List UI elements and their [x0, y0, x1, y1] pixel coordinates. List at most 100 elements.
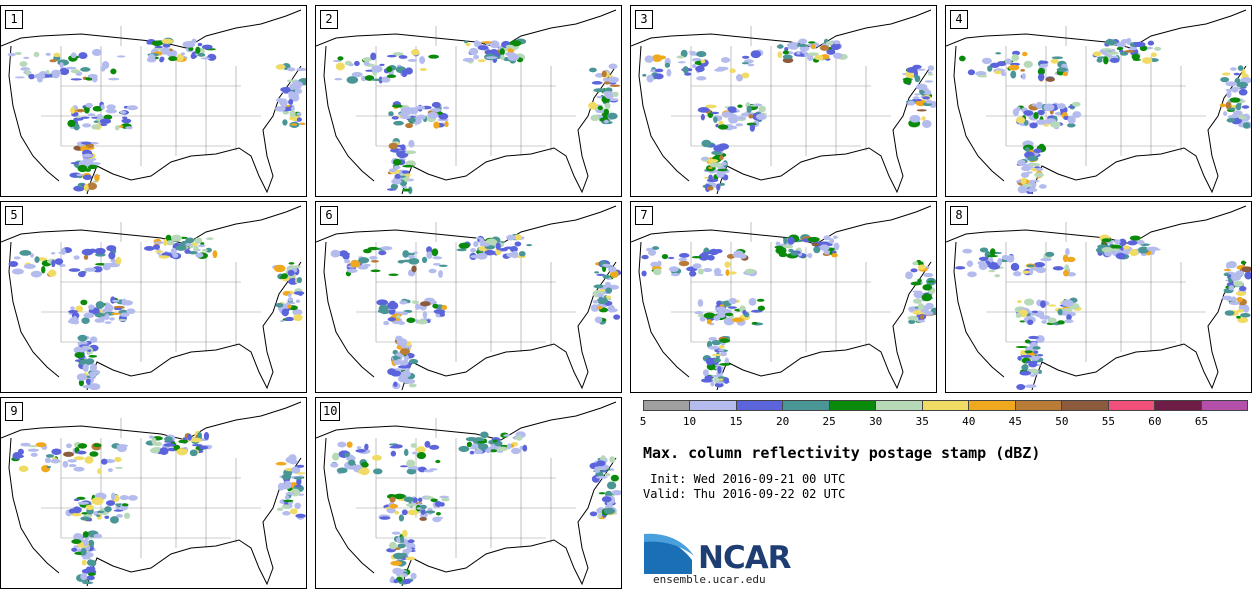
- echo-cell: [691, 256, 702, 259]
- echo-cell: [913, 75, 919, 78]
- echo-cell: [719, 338, 731, 343]
- echo-cell: [1035, 101, 1044, 110]
- echo-cell: [77, 271, 86, 278]
- echo-cell: [1231, 86, 1239, 93]
- echo-cell: [518, 251, 526, 257]
- echo-cell: [698, 253, 710, 261]
- echo-cell: [1242, 122, 1251, 129]
- echo-cell: [154, 250, 164, 253]
- echo-cell: [644, 55, 654, 63]
- echo-cell: [478, 443, 489, 451]
- echo-cell: [1019, 370, 1032, 376]
- echo-cell: [176, 448, 188, 456]
- colorbar-swatch: [829, 401, 877, 410]
- echo-cell: [416, 319, 428, 325]
- echo-cell: [111, 492, 116, 501]
- echo-cell: [190, 53, 197, 60]
- echo-cell: [732, 317, 744, 323]
- reflectivity-map: [946, 9, 1251, 195]
- echo-cell: [379, 516, 391, 520]
- echo-cell: [376, 299, 389, 306]
- echo-cell: [406, 317, 416, 323]
- reflectivity-map: [316, 9, 621, 195]
- echo-cell: [97, 468, 102, 474]
- echo-cell: [473, 449, 483, 454]
- echo-cell: [407, 509, 419, 516]
- echo-cell: [380, 246, 393, 251]
- echo-cell: [678, 260, 690, 267]
- echo-cell: [796, 51, 801, 55]
- echo-cell: [406, 468, 417, 475]
- echo-cell: [76, 348, 87, 353]
- echo-cell: [814, 54, 824, 61]
- echo-cell: [701, 157, 709, 161]
- echo-cell: [1039, 63, 1049, 68]
- echo-cell: [664, 62, 671, 68]
- echo-cell: [790, 251, 799, 256]
- echo-cell: [659, 55, 666, 60]
- echo-cell: [416, 446, 426, 454]
- echo-cell: [89, 371, 95, 379]
- echo-cell: [290, 106, 295, 111]
- site-url[interactable]: ensemble.ucar.edu: [653, 573, 766, 586]
- echo-cell: [51, 448, 62, 455]
- echo-cell: [388, 168, 397, 173]
- echo-cell: [83, 539, 89, 547]
- echo-cell: [705, 357, 714, 366]
- echo-cell: [1066, 256, 1076, 263]
- echo-cell: [485, 56, 498, 60]
- echo-cell: [1243, 304, 1250, 313]
- echo-cell: [1235, 103, 1242, 111]
- echo-cell: [415, 105, 426, 110]
- echo-cell: [105, 313, 110, 320]
- echo-cell: [591, 81, 603, 85]
- echo-cell: [1225, 101, 1232, 110]
- echo-cell: [94, 318, 104, 323]
- state-boundaries: [986, 26, 1206, 166]
- echo-cell: [718, 124, 729, 130]
- reflectivity-map: [1, 205, 305, 391]
- echo-cell: [428, 268, 437, 274]
- echo-cell: [479, 242, 491, 247]
- echo-cell: [707, 254, 715, 261]
- echo-cell: [607, 266, 617, 273]
- echo-cell: [411, 265, 417, 273]
- echo-cell: [1064, 319, 1074, 324]
- echo-cell: [907, 100, 916, 106]
- echo-cell: [988, 269, 996, 273]
- echo-cell: [393, 359, 401, 365]
- echo-cell: [1033, 355, 1042, 360]
- echo-cell: [405, 173, 411, 178]
- echo-cell: [748, 297, 757, 306]
- echo-cell: [600, 470, 609, 473]
- echo-cell: [70, 78, 83, 81]
- echo-cell: [1228, 301, 1241, 306]
- echo-cell: [1230, 67, 1237, 71]
- echo-cell: [1024, 350, 1033, 354]
- echo-cell: [149, 447, 161, 454]
- echo-cell: [1150, 52, 1157, 58]
- echo-cell: [173, 444, 181, 451]
- echo-cell: [153, 241, 165, 244]
- echo-cell: [716, 381, 724, 384]
- echo-cell: [1115, 252, 1126, 260]
- echo-cell: [728, 117, 739, 124]
- echo-cell: [389, 445, 402, 449]
- echo-cell: [713, 315, 721, 321]
- reflectivity-colorbar: 5 10 15 20 25 30 35 40 45 50 55 60 65: [640, 400, 1248, 430]
- echo-cell: [724, 312, 734, 317]
- echo-cell: [356, 446, 362, 450]
- echo-cell: [296, 117, 302, 122]
- echo-cell: [1225, 81, 1238, 87]
- echo-cell: [697, 313, 706, 318]
- echo-cell: [604, 102, 611, 110]
- echo-cell: [1052, 266, 1064, 271]
- echo-cell: [588, 102, 598, 110]
- echo-cell: [175, 244, 187, 251]
- echo-cell: [1226, 260, 1237, 269]
- echo-cell: [981, 57, 992, 65]
- state-boundaries: [41, 418, 261, 558]
- echo-cell: [458, 445, 470, 453]
- echo-cell: [427, 111, 439, 119]
- echo-cell: [274, 106, 286, 112]
